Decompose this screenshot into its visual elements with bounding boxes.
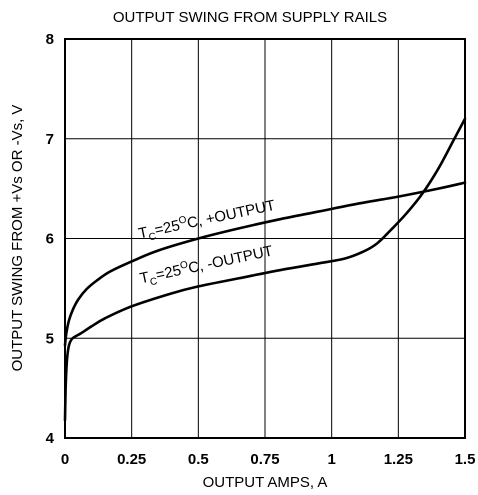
y-tick-labels: 4 5 6 7 8 — [46, 31, 55, 447]
x-tick-label: 0 — [61, 451, 69, 468]
grid — [65, 39, 465, 438]
y-tick-label: 8 — [46, 31, 54, 48]
x-tick-label: 0.25 — [117, 451, 146, 468]
plot-frame — [64, 38, 466, 439]
series-line-plus-output — [63, 181, 467, 347]
x-axis-label: OUTPUT AMPS, A — [203, 474, 328, 491]
series-line-minus-output — [63, 117, 467, 422]
series-annotation: TC=25OC, -OUTPUT — [138, 242, 275, 291]
y-tick-label: 5 — [46, 330, 54, 347]
y-tick-label: 4 — [46, 430, 55, 447]
x-tick-labels: 0 0.25 0.5 0.75 1 1.25 1.5 — [61, 451, 476, 468]
series-layer — [63, 117, 467, 422]
series-annotation: TC=25OC, +OUTPUT — [137, 196, 278, 245]
y-tick-label: 7 — [46, 131, 54, 148]
y-tick-label: 6 — [46, 231, 54, 248]
x-tick-label: 1 — [327, 451, 335, 468]
x-tick-label: 0.75 — [250, 451, 279, 468]
x-tick-label: 1.5 — [455, 451, 476, 468]
y-axis-label: OUTPUT SWING FROM +Vs OR -Vs, V — [9, 105, 26, 372]
x-tick-label: 0.5 — [188, 451, 209, 468]
x-tick-label: 1.25 — [384, 451, 413, 468]
chart-title: OUTPUT SWING FROM SUPPLY RAILS — [113, 9, 387, 26]
